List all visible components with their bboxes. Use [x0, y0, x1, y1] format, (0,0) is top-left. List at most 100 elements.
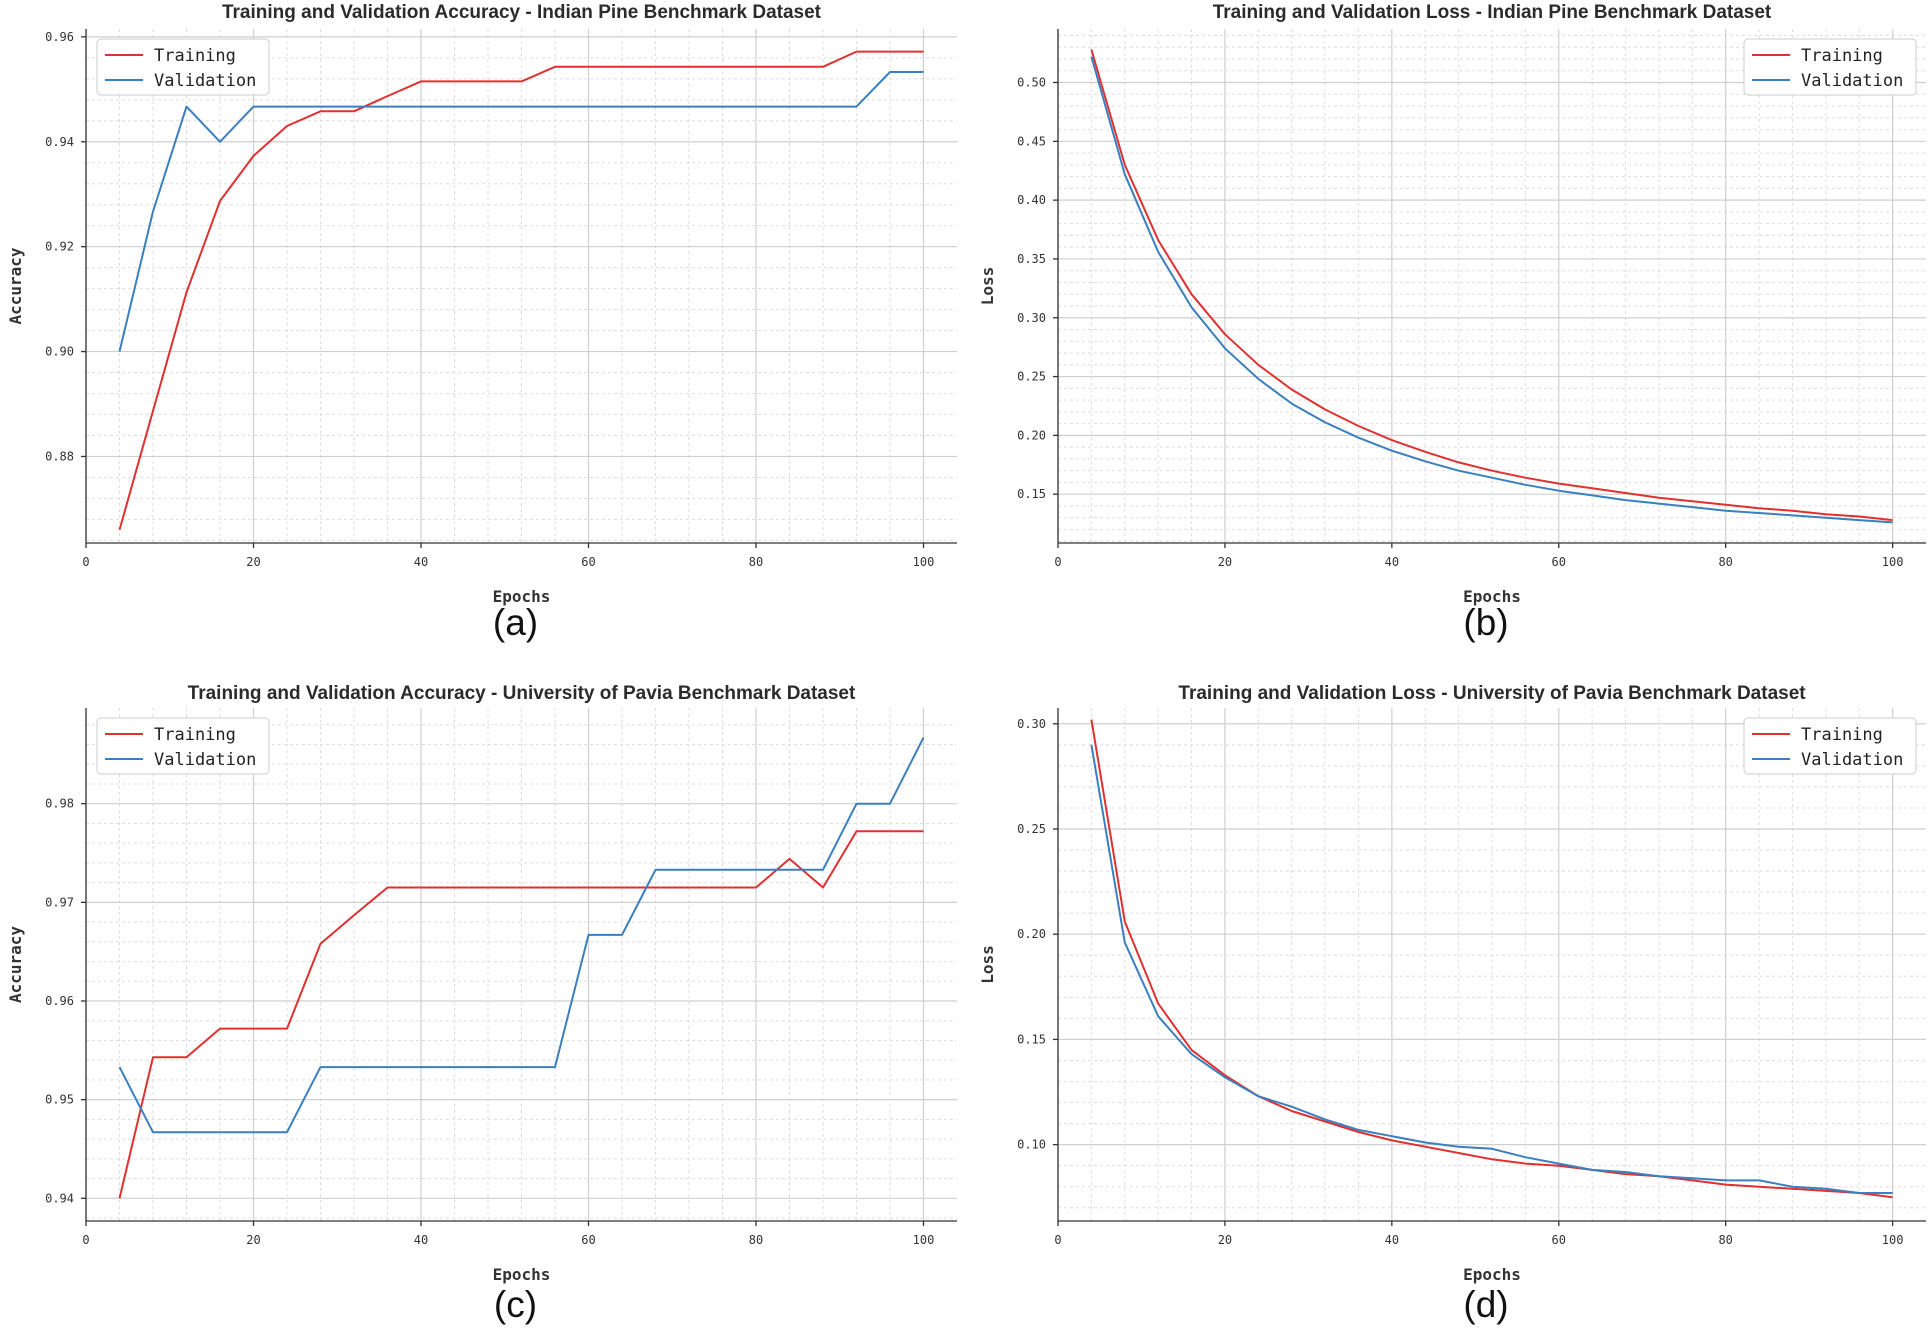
data-point-validation [1256, 377, 1260, 381]
chart-title: Training and Validation Accuracy - Unive… [188, 683, 856, 704]
data-point-training [118, 528, 122, 532]
data-point-validation [1089, 743, 1093, 747]
data-point-training [319, 942, 323, 946]
data-point-validation [654, 868, 658, 872]
data-point-validation [1891, 520, 1895, 524]
data-point-validation [1557, 1162, 1561, 1166]
data-point-validation [553, 105, 557, 109]
y-axis-label: Accuracy [6, 247, 25, 324]
data-point-training [1657, 496, 1661, 500]
x-tick-label: 60 [581, 555, 595, 569]
data-point-validation [218, 1130, 222, 1134]
x-axis-label: Epochs [1463, 1265, 1521, 1284]
data-point-training [687, 65, 691, 69]
data-point-validation [1757, 1178, 1761, 1182]
data-point-validation [1490, 476, 1494, 480]
y-tick-label: 0.94 [45, 1191, 74, 1205]
data-point-training [218, 199, 222, 203]
data-point-training [1790, 509, 1794, 513]
y-tick-label: 0.45 [1017, 134, 1046, 148]
data-point-training [587, 65, 591, 69]
y-tick-label: 0.50 [1017, 76, 1046, 90]
data-point-validation [453, 105, 457, 109]
data-point-validation [1824, 516, 1828, 520]
y-tick-label: 0.30 [1017, 717, 1046, 731]
data-point-validation [1657, 1174, 1661, 1178]
chart-panel-c: 0 20 40 60 80 100 0.94 0.95 0.96 0.97 0.98 Training… [6, 683, 957, 1325]
y-tick-label: 0.35 [1017, 252, 1046, 266]
x-tick-label: 20 [246, 555, 260, 569]
data-point-training [1757, 506, 1761, 510]
data-point-validation [1457, 1145, 1461, 1149]
data-point-training [1557, 482, 1561, 486]
data-point-validation [419, 1065, 423, 1069]
plot-area [86, 708, 957, 1221]
data-point-training [1089, 48, 1093, 52]
data-point-training [922, 50, 926, 54]
data-point-training [453, 79, 457, 83]
x-tick-label: 60 [1552, 555, 1566, 569]
x-tick-label: 40 [414, 1233, 428, 1247]
data-point-validation [1156, 1014, 1160, 1018]
y-tick-label: 0.15 [1017, 487, 1046, 501]
chart-panel-b: 0 20 40 60 80 100 0.15 0.20 0.25 0.30 0.35 0.40 0.45… [978, 2, 1926, 643]
data-point-training [1223, 332, 1227, 336]
data-point-validation [185, 1130, 189, 1134]
data-point-validation [1523, 1155, 1527, 1159]
y-tick-label: 0.25 [1017, 370, 1046, 384]
data-point-validation [1290, 1105, 1294, 1109]
data-point-training [1457, 1151, 1461, 1155]
data-point-training [1690, 499, 1694, 503]
x-axis-label: Epochs [493, 1265, 551, 1284]
y-tick-label: 0.25 [1017, 822, 1046, 836]
data-point-validation [319, 1065, 323, 1069]
data-point-training [118, 1196, 122, 1200]
chart-panel-a: 0 20 40 60 80 100 0.88 0.90 0.92 0.94 0.96 Training… [6, 2, 957, 643]
y-tick-label: 0.30 [1017, 311, 1046, 325]
data-point-validation [486, 1065, 490, 1069]
data-point-validation [486, 105, 490, 109]
data-point-training [486, 79, 490, 83]
y-tick-label: 0.98 [45, 797, 74, 811]
data-point-validation [553, 1065, 557, 1069]
data-point-training [687, 886, 691, 890]
data-point-training [486, 886, 490, 890]
series-line-training [118, 50, 924, 531]
data-point-validation [1190, 1052, 1194, 1056]
y-axis-label: Loss [978, 945, 997, 984]
data-point-training [285, 1027, 289, 1031]
data-point-training [654, 886, 658, 890]
data-point-validation [888, 802, 892, 806]
data-point-validation [1490, 1147, 1494, 1151]
x-tick-label: 100 [1882, 555, 1904, 569]
data-point-validation [1356, 1128, 1360, 1132]
data-point-validation [821, 868, 825, 872]
data-point-validation [118, 1065, 122, 1069]
data-point-training [1256, 363, 1260, 367]
data-point-training [1490, 469, 1494, 473]
data-point-validation [1390, 1134, 1394, 1138]
data-point-validation [1690, 1176, 1694, 1180]
data-point-validation [520, 105, 524, 109]
data-point-validation [1624, 498, 1628, 502]
data-point-validation [386, 1065, 390, 1069]
series-line-validation [1090, 744, 1893, 1194]
data-point-validation [654, 105, 658, 109]
data-point-training [185, 290, 189, 294]
data-point-validation [1323, 420, 1327, 424]
data-point-training [587, 886, 591, 890]
data-point-validation [1757, 511, 1761, 515]
data-point-validation [855, 105, 859, 109]
data-point-validation [1857, 1191, 1861, 1195]
data-point-validation [922, 736, 926, 740]
data-point-validation [1223, 1075, 1227, 1079]
data-point-validation [1256, 1094, 1260, 1098]
data-point-validation [1690, 505, 1694, 509]
data-point-training [1190, 292, 1194, 296]
data-point-validation [721, 105, 725, 109]
data-point-training [285, 124, 289, 128]
data-point-validation [419, 105, 423, 109]
panel-caption: (b) [1463, 602, 1508, 643]
data-point-training [252, 1027, 256, 1031]
